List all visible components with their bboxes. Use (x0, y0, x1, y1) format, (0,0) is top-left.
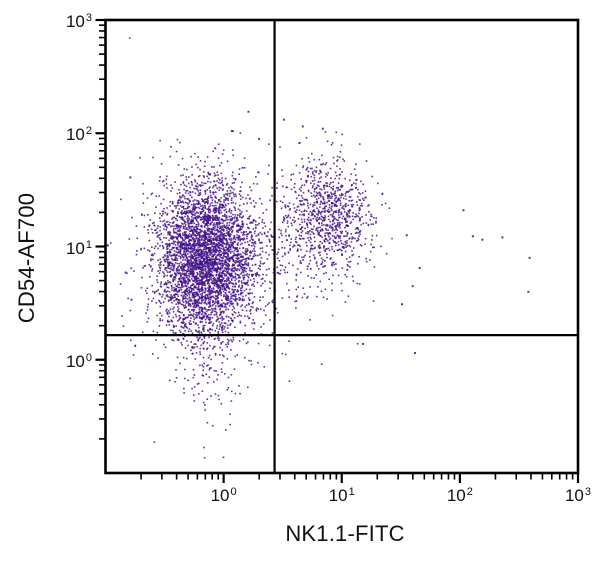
tick-exponent: 2 (85, 125, 92, 138)
y-tick-label: 102 (32, 125, 92, 146)
tick-exponent: 3 (85, 12, 92, 24)
y-tick-label: 101 (32, 238, 92, 260)
tick-base: 10 (65, 12, 85, 31)
tick-exponent: 0 (230, 486, 237, 498)
y-tick-label: 100 (32, 351, 92, 373)
x-tick-label: 103 (564, 486, 592, 507)
tick-base: 10 (65, 238, 85, 258)
tick-base: 10 (564, 486, 584, 505)
x-tick-label: 102 (446, 486, 473, 507)
x-tick-label: 100 (210, 486, 237, 507)
tick-base: 10 (446, 486, 466, 505)
tick-exponent: 0 (85, 351, 92, 364)
tick-base: 10 (328, 486, 348, 505)
tick-base: 10 (65, 351, 85, 371)
tick-exponent: 1 (85, 238, 92, 251)
y-tick-label: 103 (32, 12, 92, 33)
x-axis-label: NK1.1-FITC (285, 521, 405, 546)
tick-exponent: 2 (466, 486, 473, 498)
tick-base: 10 (65, 125, 85, 145)
tick-exponent: 3 (584, 486, 592, 498)
x-tick-label: 101 (328, 486, 355, 507)
tick-base: 10 (210, 486, 230, 505)
tick-exponent: 1 (348, 486, 355, 498)
